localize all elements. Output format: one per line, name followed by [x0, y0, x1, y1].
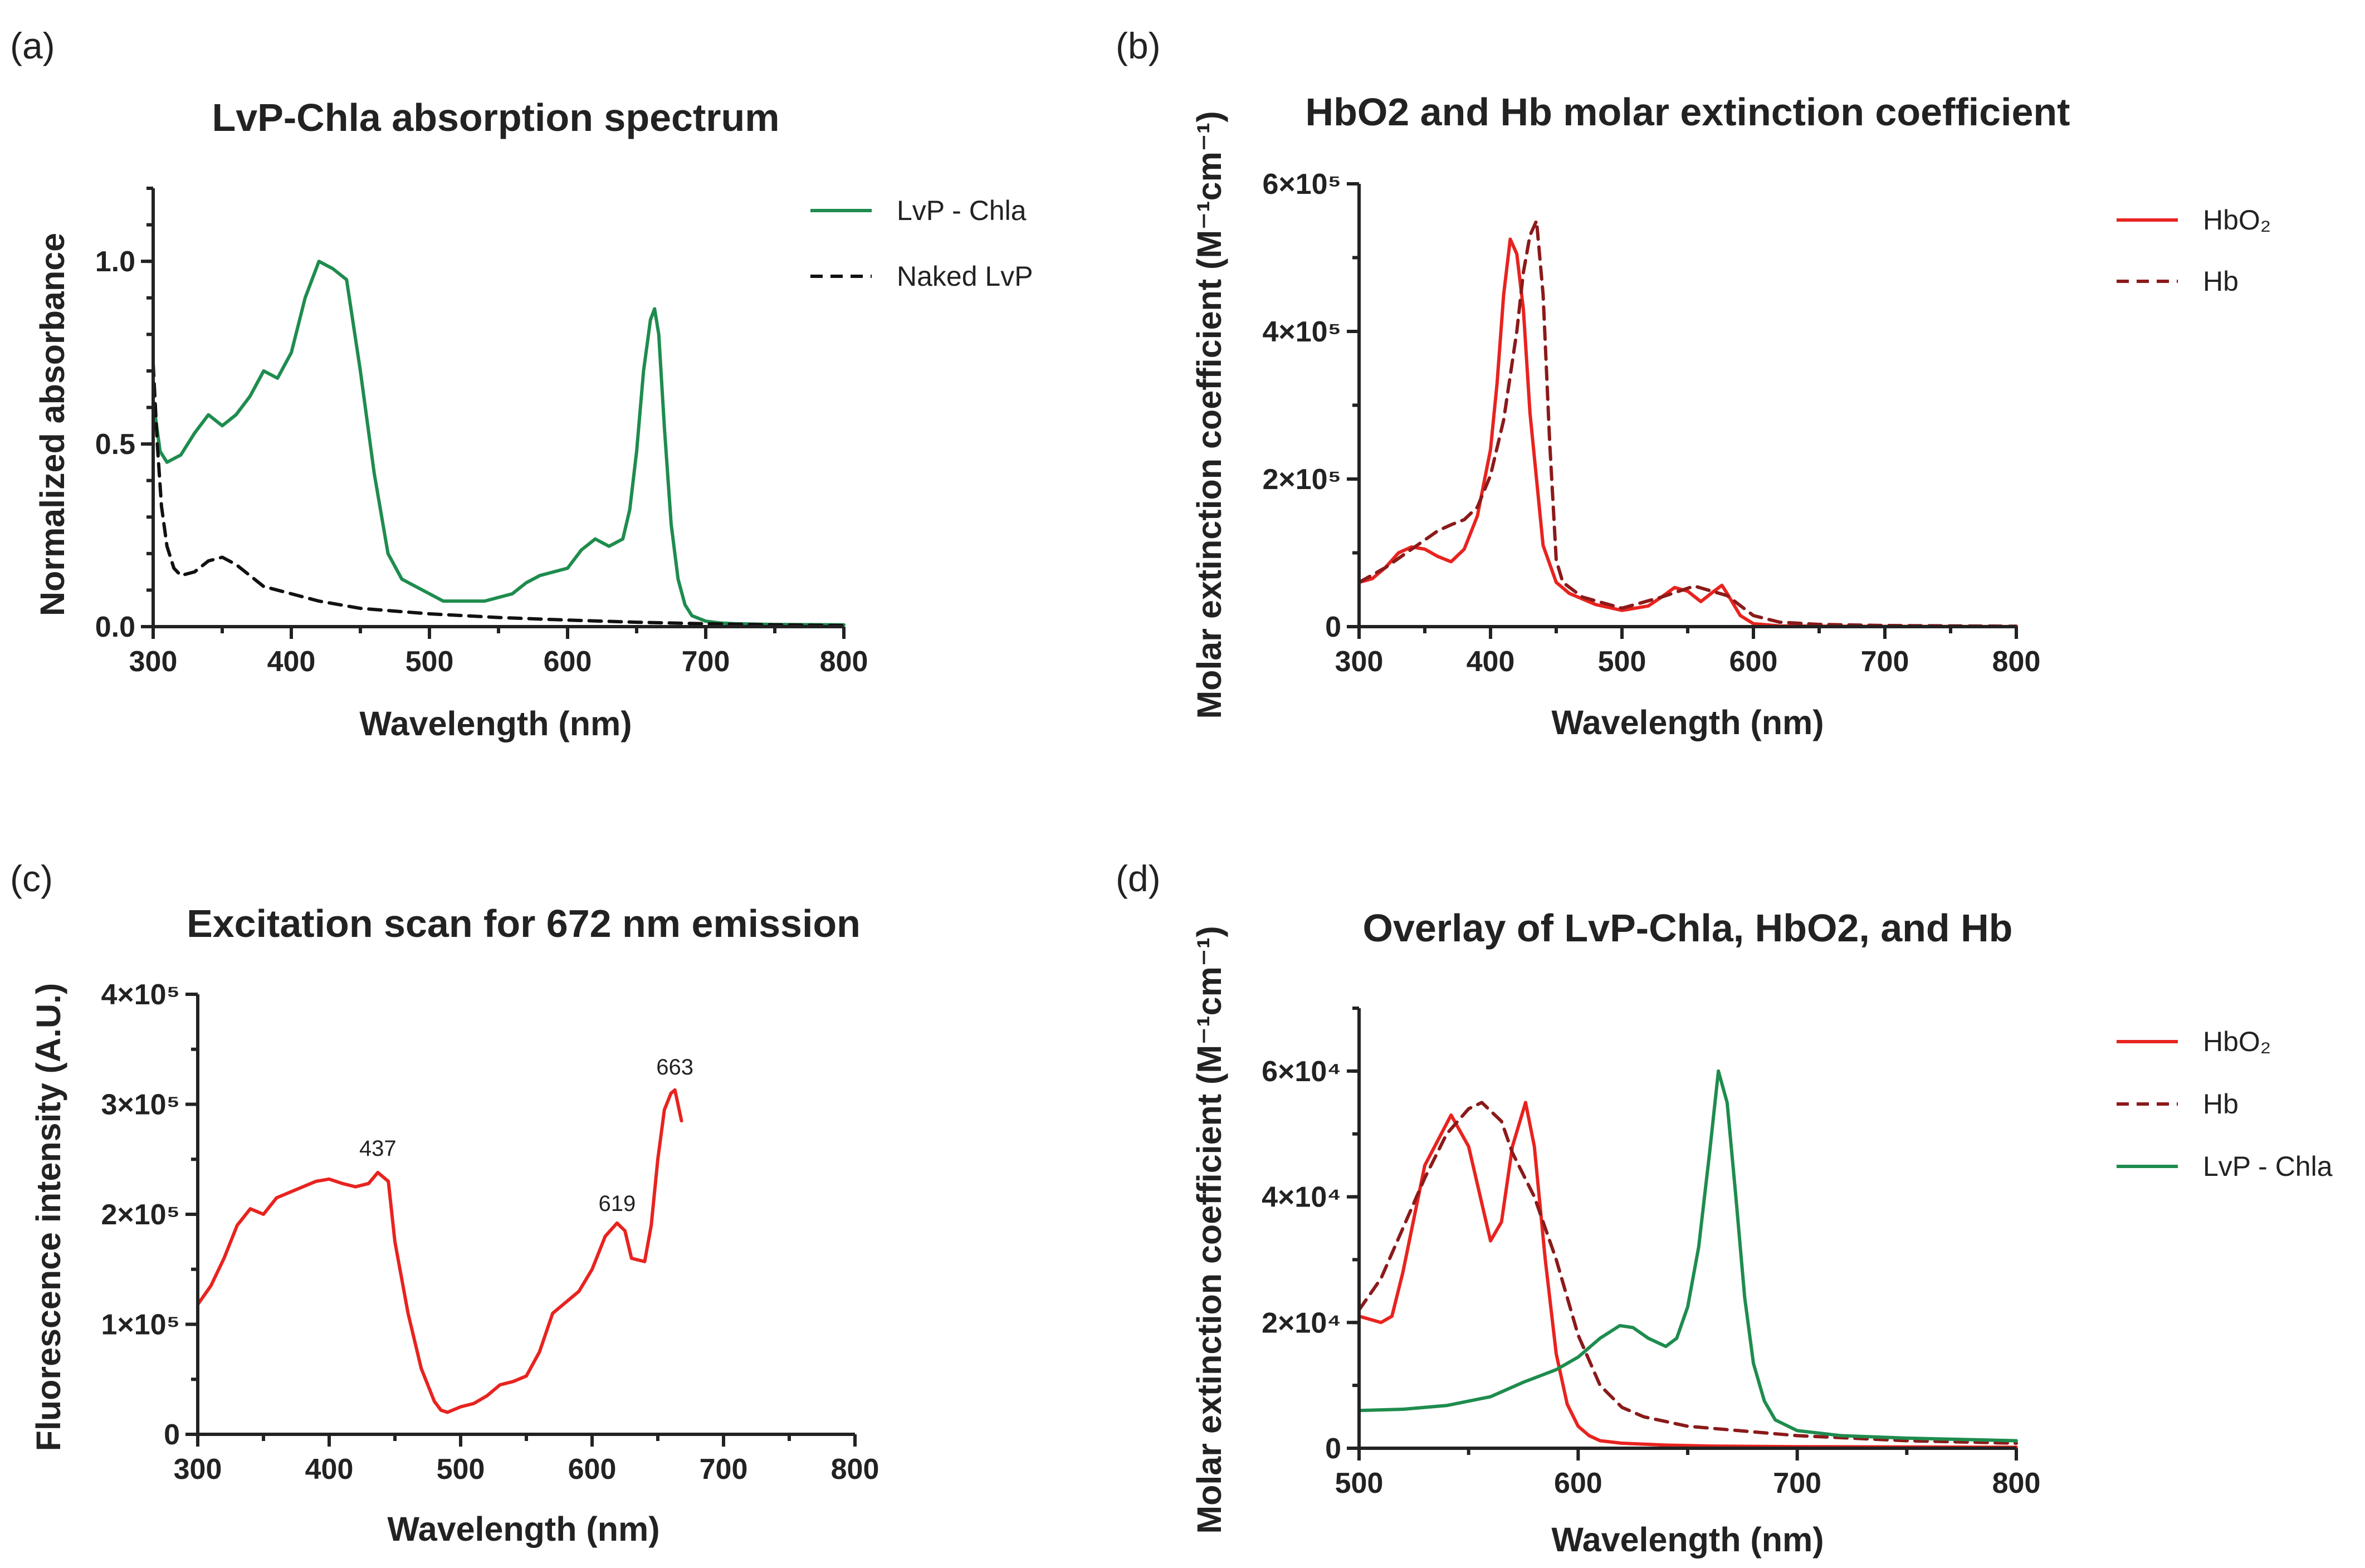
panel-d-x-tick-label: 800: [1992, 1467, 2041, 1499]
panel-b-y-tick-label: 4×10⁵: [1262, 316, 1341, 348]
panel-b-x-tick-label: 700: [1861, 646, 1909, 678]
panel-d-ylabel: Molar extinction coefficient (M⁻¹cm⁻¹): [1190, 926, 1228, 1533]
panel-c-ylabel: Fluorescence intensity (A.U.): [30, 983, 67, 1452]
panel-d-plot: 500 600 700 800 0 2×10⁴ 4×10⁴ 6×10⁴ HbO₂ Hb LvP - …: [1262, 1007, 2333, 1499]
panel-b-ylabel: Molar extinction coefficient (M⁻¹cm⁻¹): [1190, 111, 1228, 719]
panel-c-x-tick-label: 800: [831, 1453, 879, 1486]
panel-a-x-tick-label: 800: [820, 646, 868, 678]
panel-c: (c) Excitation scan for 672 nm emission …: [10, 858, 879, 1548]
panel-a-y-tick-label: 0.5: [95, 428, 135, 461]
panel-d-series-0: [1359, 1101, 2018, 1448]
panel-b-y-tick-label: 2×10⁵: [1262, 463, 1341, 496]
panel-a-letter: (a): [10, 25, 55, 66]
panel-b: (b) HbO2 and Hb molar extinction coeffic…: [1116, 25, 2271, 741]
panel-d-y-tick-label: 2×10⁴: [1262, 1307, 1341, 1339]
panel-b-xlabel: Wavelength (nm): [1551, 704, 1824, 741]
panel-b-series-1: [1359, 219, 2018, 627]
panel-a-ylabel: Normalized absorbance: [33, 233, 71, 616]
panel-a-x-tick-label: 500: [405, 646, 454, 678]
panel-d-legend-label-1: Hb: [2203, 1088, 2239, 1120]
panel-d-letter: (d): [1116, 858, 1161, 899]
panel-a-legend-label-0: LvP - Chla: [897, 195, 1027, 226]
panel-a: (a) LvP-Chla absorption spectrum Wavelen…: [10, 25, 1033, 743]
panel-c-annotation-1: 619: [598, 1191, 636, 1216]
panel-c-x-tick-label: 300: [174, 1453, 222, 1486]
panel-c-y-tick-label: 4×10⁵: [101, 979, 180, 1011]
panel-b-x-tick-label: 500: [1598, 646, 1646, 678]
panel-a-y-tick-label: 1.0: [95, 246, 135, 278]
panel-d-y-tick-label: 4×10⁴: [1262, 1181, 1341, 1214]
panel-c-x-tick-label: 400: [305, 1453, 354, 1486]
panel-c-plot: 300 400 500 600 700 800 0 1×10⁵ 2×10⁵ 3×10⁵ 4×10⁵ 4…: [101, 979, 879, 1486]
panel-c-y-tick-label: 1×10⁵: [101, 1309, 180, 1341]
panel-c-xlabel: Wavelength (nm): [387, 1510, 659, 1548]
panel-a-plot: 300 400 500 600 700 800 0.0 0.5 1.0 LvP - Chla Nak…: [95, 187, 1033, 678]
panel-c-title: Excitation scan for 672 nm emission: [187, 902, 861, 945]
panel-c-letter: (c): [10, 858, 53, 899]
panel-d-title: Overlay of LvP-Chla, HbO2, and Hb: [1363, 906, 2013, 950]
panel-d-series-1: [1359, 1101, 2018, 1445]
panel-b-x-tick-label: 800: [1992, 646, 2041, 678]
panel-b-title: HbO2 and Hb molar extinction coefficient: [1306, 90, 2070, 134]
panel-b-plot: 300 400 500 600 700 800 0 2×10⁵ 4×10⁵ 6×10⁵ HbO₂ Hb: [1262, 168, 2271, 678]
panel-c-x-tick-label: 700: [700, 1453, 748, 1486]
panel-c-x-tick-label: 600: [568, 1453, 617, 1486]
panel-d-y-tick-label: 0: [1325, 1433, 1341, 1465]
panel-b-legend-label-0: HbO₂: [2203, 204, 2271, 236]
panel-d-y-tick-label: 6×10⁴: [1262, 1056, 1341, 1088]
panel-c-y-tick-label: 3×10⁵: [101, 1089, 180, 1121]
panel-d-x-tick-label: 600: [1554, 1467, 1602, 1499]
panel-a-series-0: [153, 260, 846, 627]
panel-a-x-tick-label: 400: [267, 646, 316, 678]
panel-d-xlabel: Wavelength (nm): [1551, 1521, 1824, 1559]
panel-d: (d) Overlay of LvP-Chla, HbO2, and Hb Wa…: [1116, 858, 2333, 1559]
panel-a-xlabel: Wavelength (nm): [359, 705, 632, 743]
panel-c-annotation-0: 437: [359, 1136, 397, 1161]
panel-d-legend-label-0: HbO₂: [2203, 1026, 2271, 1057]
panel-b-y-tick-label: 0: [1325, 611, 1341, 643]
panel-b-x-tick-label: 300: [1335, 646, 1384, 678]
panel-d-legend-label-2: LvP - Chla: [2203, 1151, 2333, 1182]
panel-b-x-tick-label: 600: [1729, 646, 1778, 678]
panel-a-series-1: [153, 362, 846, 627]
panel-a-title: LvP-Chla absorption spectrum: [212, 96, 779, 139]
panel-c-annotation-2: 663: [656, 1055, 693, 1079]
panel-c-x-tick-label: 500: [437, 1453, 485, 1486]
panel-a-x-tick-label: 600: [544, 646, 592, 678]
panel-d-x-tick-label: 700: [1773, 1467, 1821, 1499]
panel-a-x-tick-label: 300: [129, 646, 178, 678]
panel-b-letter: (b): [1116, 25, 1161, 66]
panel-b-series-0: [1359, 237, 2018, 627]
panel-d-series-2: [1359, 1069, 2018, 1443]
panel-c-series-0: [198, 1088, 683, 1414]
panel-b-x-tick-label: 400: [1467, 646, 1515, 678]
panel-d-x-tick-label: 500: [1335, 1467, 1384, 1499]
panel-a-legend-label-1: Naked LvP: [897, 261, 1033, 292]
panel-c-y-tick-label: 2×10⁵: [101, 1199, 180, 1231]
panel-b-legend-label-1: Hb: [2203, 266, 2239, 297]
panel-c-y-tick-label: 0: [164, 1419, 180, 1451]
panel-b-y-tick-label: 6×10⁵: [1262, 168, 1341, 201]
panel-a-y-tick-label: 0.0: [95, 611, 135, 643]
panel-a-x-tick-label: 700: [682, 646, 730, 678]
